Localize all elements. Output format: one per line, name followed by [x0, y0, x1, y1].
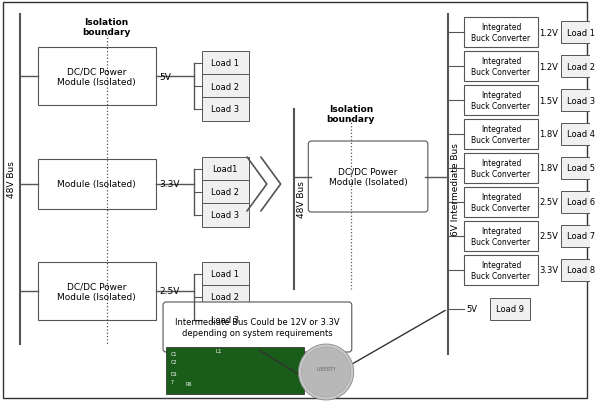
Text: Integrated
Buck Converter: Integrated Buck Converter [472, 23, 531, 43]
Text: Load 3: Load 3 [567, 96, 595, 105]
Bar [202, 180, 249, 205]
Bar [490, 298, 530, 320]
Text: 7: 7 [171, 379, 174, 384]
Bar [202, 158, 249, 182]
Text: 2.5V: 2.5V [540, 198, 558, 207]
Text: Load 9: Load 9 [496, 305, 524, 314]
Text: Load 7: Load 7 [567, 232, 595, 241]
Text: Integrated
Buck Converter: Integrated Buck Converter [472, 125, 531, 144]
Bar [202, 285, 249, 309]
Bar [561, 90, 597, 112]
Text: Load 1: Load 1 [211, 59, 239, 68]
Text: Load 1: Load 1 [211, 270, 239, 279]
Text: 1.2V: 1.2V [540, 62, 558, 71]
Text: 1.5V: 1.5V [540, 96, 558, 105]
Bar [464, 120, 537, 150]
Text: Load 2: Load 2 [211, 82, 239, 91]
Text: Load 3: Load 3 [211, 316, 239, 325]
Text: Module (Isolated): Module (Isolated) [57, 180, 136, 189]
Text: 3.3V: 3.3V [540, 266, 559, 275]
Text: Load 1: Load 1 [567, 28, 595, 37]
Text: LIBERTY: LIBERTY [316, 367, 336, 372]
Text: C2: C2 [171, 359, 177, 364]
Bar [202, 203, 249, 227]
Text: Isolation
boundary: Isolation boundary [327, 105, 375, 124]
Bar [202, 308, 249, 332]
Bar [561, 192, 597, 213]
Text: 1.8V: 1.8V [540, 164, 559, 173]
Text: Load 6: Load 6 [567, 198, 595, 207]
Text: 5V: 5V [159, 72, 171, 81]
Text: 48V Bus: 48V Bus [297, 181, 306, 218]
Text: 5V: 5V [466, 305, 478, 314]
Bar [38, 262, 156, 320]
Bar [202, 75, 249, 99]
Text: 3.3V: 3.3V [159, 180, 180, 189]
Bar [464, 255, 537, 285]
Bar [561, 225, 597, 247]
Bar [561, 124, 597, 146]
Text: Load 4: Load 4 [567, 130, 595, 139]
Bar [464, 221, 537, 251]
Text: DC/DC Power
Module (Isolated): DC/DC Power Module (Isolated) [57, 67, 136, 87]
Text: 48V Bus: 48V Bus [7, 161, 16, 198]
Text: Load 3: Load 3 [211, 211, 239, 220]
Bar [561, 22, 597, 44]
FancyBboxPatch shape [163, 302, 352, 352]
Text: Integrated
Buck Converter: Integrated Buck Converter [472, 57, 531, 77]
Text: Integrated
Buck Converter: Integrated Buck Converter [472, 193, 531, 212]
Bar [166, 347, 304, 394]
Text: Load 2: Load 2 [211, 293, 239, 302]
Text: Load 5: Load 5 [567, 164, 595, 173]
Text: C1: C1 [171, 351, 177, 356]
Bar [464, 52, 537, 82]
Bar [464, 154, 537, 184]
Text: L1: L1 [216, 348, 222, 353]
Text: DC/DC Power
Module (Isolated): DC/DC Power Module (Isolated) [329, 167, 408, 187]
Text: Load 2: Load 2 [211, 188, 239, 197]
Text: Load 8: Load 8 [567, 266, 595, 275]
Circle shape [301, 347, 351, 397]
Bar [561, 259, 597, 281]
Bar [38, 48, 156, 106]
Bar [38, 160, 156, 209]
Text: 6V Intermediate Bus: 6V Intermediate Bus [451, 143, 460, 236]
Bar [561, 158, 597, 180]
Circle shape [298, 344, 354, 400]
Bar [202, 98, 249, 122]
Text: 2.5V: 2.5V [159, 287, 180, 296]
Bar [464, 18, 537, 48]
Text: 2.5V: 2.5V [540, 232, 558, 241]
Bar [464, 188, 537, 217]
Text: Load1: Load1 [213, 165, 238, 174]
Text: DC/DC Power
Module (Isolated): DC/DC Power Module (Isolated) [57, 282, 136, 301]
Text: Integrated
Buck Converter: Integrated Buck Converter [472, 91, 531, 110]
Text: 1.8V: 1.8V [540, 130, 559, 139]
Text: Integrated
Buck Converter: Integrated Buck Converter [472, 159, 531, 178]
Bar [202, 262, 249, 286]
Bar [202, 52, 249, 76]
Text: Integrated
Buck Converter: Integrated Buck Converter [472, 227, 531, 246]
Text: Intermediate Bus Could be 12V or 3.3V
depending on system requirements: Intermediate Bus Could be 12V or 3.3V de… [175, 318, 340, 337]
Text: D1: D1 [171, 371, 178, 376]
Text: Load 2: Load 2 [567, 62, 595, 71]
Text: Load 3: Load 3 [211, 105, 239, 114]
Bar [561, 56, 597, 78]
Text: Isolation
boundary: Isolation boundary [82, 18, 131, 37]
FancyBboxPatch shape [308, 142, 428, 213]
Bar [464, 86, 537, 116]
Text: Integrated
Buck Converter: Integrated Buck Converter [472, 261, 531, 280]
Text: 1.2V: 1.2V [540, 28, 558, 37]
Text: R6: R6 [186, 381, 192, 386]
